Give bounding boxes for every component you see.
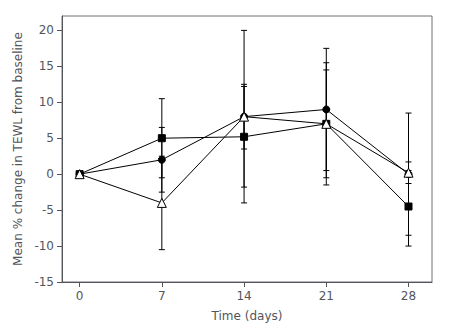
svg-text:15: 15 [39,59,54,73]
svg-text:0: 0 [76,289,84,303]
svg-text:7: 7 [158,289,166,303]
svg-text:10: 10 [39,95,54,109]
svg-text:Time (days): Time (days) [211,309,283,323]
svg-text:-5: -5 [42,203,54,217]
svg-text:14: 14 [236,289,251,303]
svg-text:0: 0 [46,167,54,181]
svg-text:20: 20 [39,23,54,37]
svg-text:-10: -10 [34,239,54,253]
svg-text:28: 28 [401,289,416,303]
svg-text:Mean % change in TEWL from bas: Mean % change in TEWL from baseline [11,32,25,266]
svg-text:21: 21 [319,289,334,303]
svg-text:5: 5 [46,131,54,145]
svg-text:-15: -15 [34,275,54,289]
